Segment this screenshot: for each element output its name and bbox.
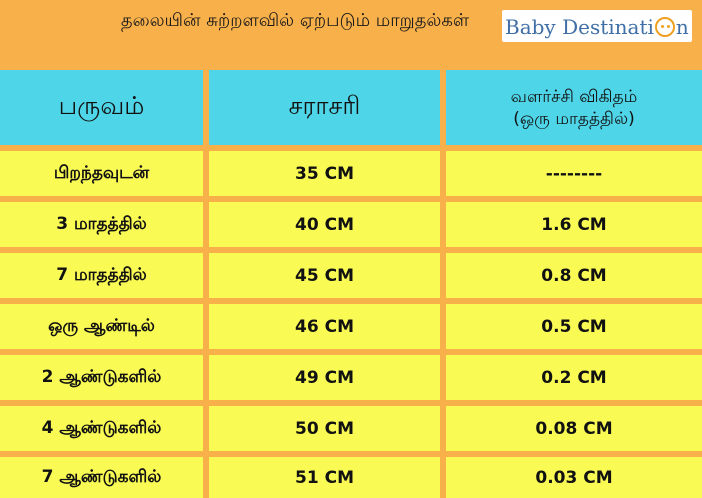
average-cell: 49 CM <box>209 355 440 400</box>
age-cell: ஒரு ஆண்டில் <box>0 304 203 349</box>
age-cell: 2 ஆண்டுகளில் <box>0 355 203 400</box>
table-row: 7 மாதத்தில் 45 CM 0.8 CM <box>0 253 702 298</box>
age-cell: பிறந்தவுடன் <box>0 151 203 196</box>
page-header: தலையின் சுற்றளவில் ஏற்படும் மாறுதல்கள் B… <box>0 0 702 70</box>
table-row: 3 மாதத்தில் 40 CM 1.6 CM <box>0 202 702 247</box>
brand-logo: Baby Destinati n <box>505 14 689 40</box>
age-cell: 7 ஆண்டுகளில் <box>0 457 203 498</box>
table-row: 2 ஆண்டுகளில் 49 CM 0.2 CM <box>0 355 702 400</box>
table-header-row: பருவம் சராசரி வளர்ச்சி விகிதம் (ஒரு மாதத… <box>0 70 702 145</box>
average-cell: 35 CM <box>209 151 440 196</box>
age-cell: 7 மாதத்தில் <box>0 253 203 298</box>
average-cell: 51 CM <box>209 457 440 498</box>
column-header-growth-rate: வளர்ச்சி விகிதம் (ஒரு மாதத்தில்) <box>446 70 702 145</box>
average-cell: 50 CM <box>209 406 440 451</box>
table-row: 4 ஆண்டுகளில் 50 CM 0.08 CM <box>0 406 702 451</box>
head-circumference-table: பருவம் சராசரி வளர்ச்சி விகிதம் (ஒரு மாதத… <box>0 70 702 498</box>
growth-rate-cell: 1.6 CM <box>446 202 702 247</box>
growth-rate-cell: 0.5 CM <box>446 304 702 349</box>
table-row: பிறந்தவுடன் 35 CM -------- <box>0 151 702 196</box>
growth-rate-cell: 0.8 CM <box>446 253 702 298</box>
table-row: ஒரு ஆண்டில் 46 CM 0.5 CM <box>0 304 702 349</box>
growth-rate-cell: 0.08 CM <box>446 406 702 451</box>
age-cell: 4 ஆண்டுகளில் <box>0 406 203 451</box>
table-row: 7 ஆண்டுகளில் 51 CM 0.03 CM <box>0 457 702 498</box>
growth-rate-cell: 0.2 CM <box>446 355 702 400</box>
page-title: தலையின் சுற்றளவில் ஏற்படும் மாறுதல்கள் <box>120 10 470 31</box>
average-cell: 40 CM <box>209 202 440 247</box>
age-cell: 3 மாதத்தில் <box>0 202 203 247</box>
growth-rate-cell: -------- <box>446 151 702 196</box>
column-header-age: பருவம் <box>0 70 203 145</box>
column-header-average: சராசரி <box>209 70 440 145</box>
logo-text-end: n <box>675 15 689 39</box>
baby-face-icon <box>654 17 675 37</box>
average-cell: 46 CM <box>209 304 440 349</box>
growth-rate-cell: 0.03 CM <box>446 457 702 498</box>
average-cell: 45 CM <box>209 253 440 298</box>
logo-text: Baby Destinati <box>505 15 654 39</box>
